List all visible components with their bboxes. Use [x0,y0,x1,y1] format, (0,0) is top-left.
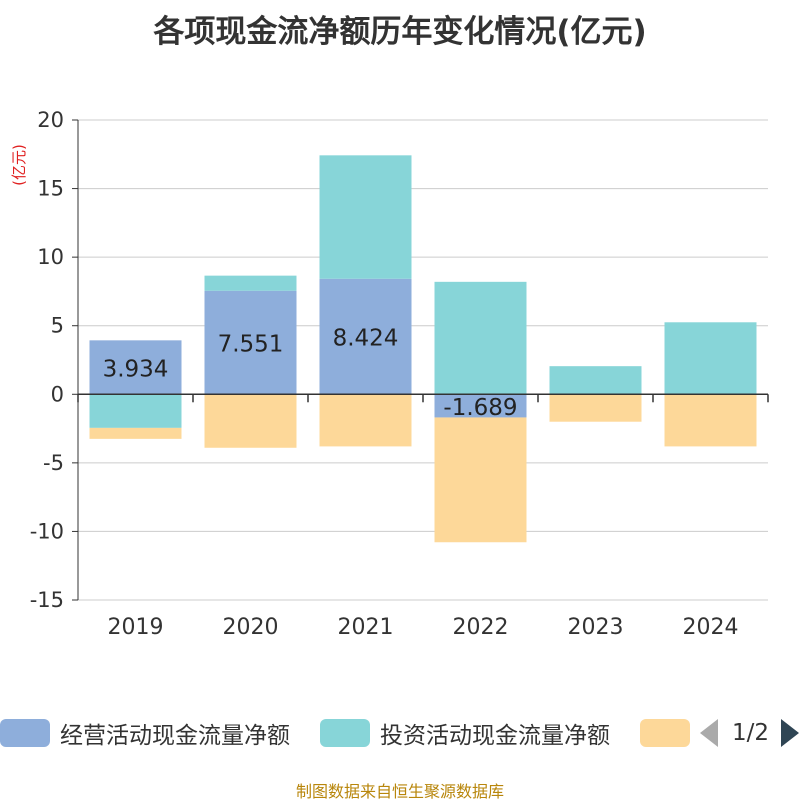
legend-item-investing[interactable]: 投资活动现金流量净额 [320,716,610,750]
y-tick-label: 20 [37,108,64,132]
bar-series0-2020 [204,290,297,395]
legend-swatch-third-series [640,719,690,747]
data-label: 3.934 [103,356,169,382]
y-tick-label: 15 [37,177,64,201]
x-tick-label: 2021 [338,615,394,640]
bar-series1-2023 [549,366,642,394]
x-tick-label: 2020 [223,615,279,640]
y-tick-label: 10 [37,245,64,269]
y-tick-label: -5 [43,451,64,475]
x-tick-label: 2023 [568,615,624,640]
bar-series1-2022 [434,281,527,395]
bar-series0-2019 [89,340,182,395]
x-tick-label: 2024 [683,615,739,640]
bar-series2-2023 [549,394,642,422]
legend-page-indicator: 1/2 [732,720,770,746]
x-tick-label: 2019 [108,615,164,640]
y-tick-label: -15 [30,588,64,612]
y-axis-title: (亿元) [10,144,28,186]
y-tick-label: 0 [51,382,64,406]
bar-series2-2022 [434,417,527,543]
chart-title: 各项现金流净额历年变化情况(亿元) [153,14,647,50]
legend-pager: 1/2 [700,716,800,750]
legend-swatch-investing [320,719,370,747]
legend-next-arrow-icon[interactable] [781,719,800,747]
bar-series1-2020 [204,275,297,291]
bar-series1-2024 [664,322,757,394]
bar-series1-2021 [319,155,412,279]
bar-series0-2021 [319,278,412,395]
legend-swatch-operating [0,719,50,747]
data-label: -1.689 [443,395,517,421]
legend-label-investing: 投资活动现金流量净额 [380,723,610,749]
bar-series2-2024 [664,394,757,447]
bar-series2-2020 [204,394,297,448]
x-tick-label: 2022 [453,615,509,640]
bar-series2-2021 [319,394,412,447]
bar-series1-2019 [89,394,182,428]
legend-label-operating: 经营活动现金流量净额 [60,723,290,749]
source-note: 制图数据来自恒生聚源数据库 [295,782,504,801]
legend-prev-arrow-icon[interactable] [700,719,718,747]
data-label: 7.551 [218,332,284,358]
bar-series0-2022 [434,394,527,418]
data-label: 8.424 [333,326,399,352]
y-tick-label: 5 [51,314,64,338]
y-tick-label: -10 [30,519,64,543]
bar-series2-2019 [89,427,182,439]
legend-item-third-series[interactable] [640,716,690,750]
legend-item-operating[interactable]: 经营活动现金流量净额 [0,716,290,750]
